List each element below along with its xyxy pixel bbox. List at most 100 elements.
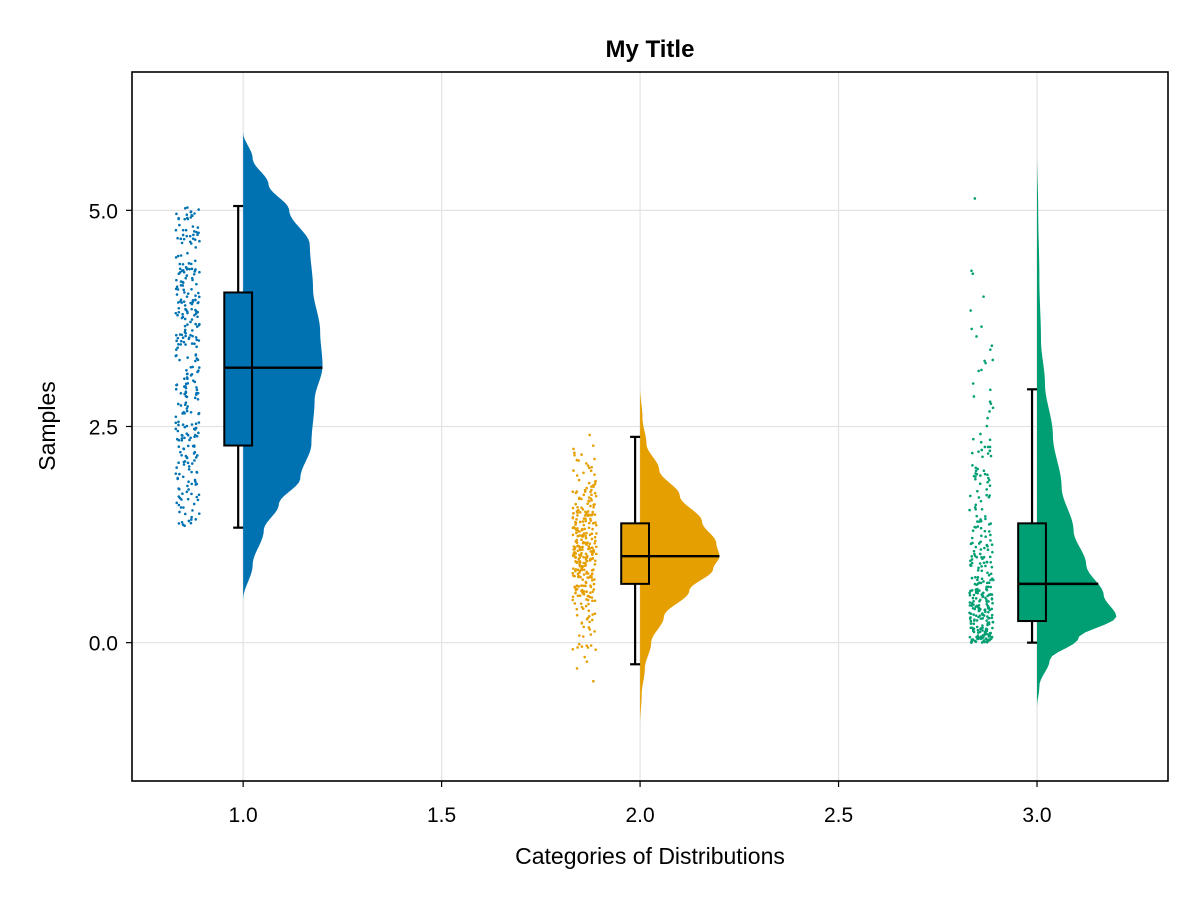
- rain-point: [195, 388, 199, 392]
- rain-point: [590, 537, 594, 541]
- rain-point: [186, 251, 189, 255]
- rain-point: [991, 406, 995, 410]
- rain-point: [197, 301, 200, 304]
- rain-point: [978, 552, 982, 556]
- rain-point: [593, 612, 597, 616]
- rain-point: [986, 571, 989, 575]
- rain-point: [196, 226, 200, 229]
- rain-point: [192, 233, 195, 237]
- rain-point: [576, 511, 579, 514]
- rain-point: [974, 475, 977, 478]
- rain-point: [989, 592, 993, 596]
- rain-point: [177, 306, 181, 310]
- rain-point: [193, 396, 197, 400]
- rain-point: [583, 527, 587, 531]
- rain-point: [178, 358, 181, 362]
- rain-point: [580, 534, 583, 538]
- rain-point: [981, 613, 985, 617]
- rain-point: [984, 564, 987, 568]
- rain-point: [191, 225, 195, 228]
- rain-point: [587, 602, 590, 606]
- rain-point: [989, 637, 993, 640]
- rain-point: [969, 494, 972, 498]
- rain-point: [969, 622, 973, 625]
- rain-point: [980, 325, 983, 328]
- rain-point: [180, 433, 184, 437]
- rain-point: [969, 309, 972, 312]
- rain-point: [986, 585, 990, 589]
- rain-point: [586, 541, 589, 544]
- rain-point: [987, 610, 990, 614]
- rain-point: [584, 536, 588, 540]
- rain-point: [584, 541, 587, 545]
- rain-point: [587, 481, 591, 485]
- rain-point: [980, 448, 984, 452]
- rain-point: [191, 509, 194, 512]
- rain-point: [574, 591, 577, 595]
- rain-point: [592, 568, 595, 571]
- rain-point: [180, 316, 184, 320]
- rain-point: [589, 490, 592, 494]
- rain-point: [193, 427, 196, 431]
- rain-point: [974, 466, 978, 470]
- rain-point: [980, 368, 983, 372]
- rain-point: [982, 469, 986, 473]
- rain-point: [970, 589, 974, 592]
- rain-point: [182, 237, 186, 241]
- rain-point: [983, 529, 987, 533]
- rain-point: [190, 462, 194, 465]
- rain-point: [176, 402, 180, 406]
- rain-point: [179, 404, 183, 407]
- rain-point: [178, 487, 181, 491]
- rain-point: [970, 327, 973, 331]
- rain-point: [590, 572, 594, 576]
- rain-point: [191, 365, 194, 369]
- rain-point: [988, 555, 992, 559]
- x-tick-label: 2.5: [824, 804, 853, 827]
- rain-point: [580, 551, 583, 555]
- rain-point: [991, 550, 994, 554]
- rain-point: [974, 503, 978, 507]
- y-tick-label: 0.0: [89, 633, 118, 656]
- rain-point: [196, 398, 200, 401]
- rain-point: [976, 634, 980, 637]
- rain-point: [191, 237, 195, 240]
- rain-point: [584, 534, 587, 538]
- x-tick-label: 1.0: [229, 804, 258, 827]
- rain-point: [181, 492, 184, 496]
- box-iqr: [1017, 522, 1047, 623]
- rain-point: [197, 231, 200, 235]
- rain-point: [982, 580, 985, 583]
- rain-point: [577, 478, 581, 482]
- rain-point: [979, 548, 983, 551]
- rain-point: [196, 315, 199, 319]
- rain-point: [189, 521, 193, 525]
- rain-point: [582, 517, 586, 520]
- rain-point: [975, 335, 978, 338]
- rain-point: [973, 582, 977, 586]
- rain-point: [197, 421, 201, 424]
- rain-point: [179, 298, 183, 302]
- rain-point: [578, 530, 581, 533]
- rain-point: [183, 317, 187, 321]
- rain-point: [185, 369, 188, 372]
- rain-point: [981, 455, 984, 459]
- rain-point: [195, 386, 198, 389]
- rain-point: [978, 581, 981, 584]
- rain-point: [980, 534, 983, 538]
- x-axis-label: Categories of Distributions: [515, 843, 785, 869]
- rain-point: [195, 282, 198, 286]
- rain-point: [174, 421, 178, 425]
- rain-point: [179, 339, 183, 343]
- rain-point: [991, 620, 995, 624]
- rain-point: [585, 590, 589, 593]
- rain-point: [576, 544, 580, 548]
- rain-point: [572, 469, 575, 472]
- rain-point: [575, 613, 579, 617]
- rain-point: [972, 622, 976, 626]
- rain-point: [987, 573, 991, 577]
- rain-point: [590, 596, 594, 599]
- rain-point: [582, 471, 585, 475]
- rain-point: [174, 354, 178, 358]
- rain-point: [990, 613, 994, 617]
